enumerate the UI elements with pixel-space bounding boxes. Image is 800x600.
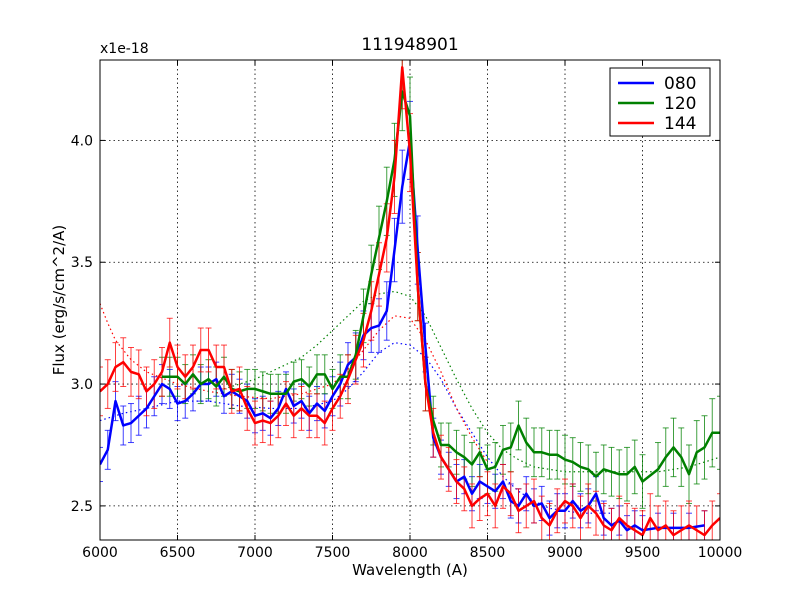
- series-line-080: [100, 139, 705, 532]
- series-line-144: [100, 66, 720, 537]
- error-bar-144: [717, 493, 720, 540]
- y-tick-label: 2.5: [71, 499, 93, 515]
- y-tick-label: 3.0: [71, 377, 93, 393]
- fit-curve-080: [100, 342, 612, 514]
- legend-label: 144: [664, 114, 696, 134]
- error-bar-080: [100, 446, 103, 483]
- x-tick-labels: 6000 6500 7000 7500 8000 8500 9000 9500 10000: [82, 545, 742, 561]
- x-tick-label: 6500: [160, 545, 196, 561]
- y-tick-labels: 2.5 3.0 3.5 4.0: [71, 133, 93, 514]
- error-bar-144: [100, 366, 103, 417]
- legend-label: 080: [664, 74, 696, 94]
- series-line-120: [162, 90, 720, 483]
- y-axis-label: Flux (erg/s/cm^2/A): [50, 225, 68, 376]
- chart-title: 111948901: [361, 35, 458, 55]
- x-tick-label: 9500: [625, 545, 661, 561]
- x-tick-label: 7500: [315, 545, 351, 561]
- x-tick-label: 10000: [698, 545, 743, 561]
- axis-ticks: [99, 60, 721, 540]
- legend-label: 120: [664, 94, 696, 114]
- y-offset-label: x1e-18: [100, 41, 149, 57]
- x-tick-label: 7000: [237, 545, 273, 561]
- y-tick-label: 4.0: [71, 133, 93, 149]
- error-bar-120: [717, 395, 720, 470]
- x-tick-label: 6000: [82, 545, 118, 561]
- x-tick-label: 9000: [547, 545, 583, 561]
- series-lines: [100, 66, 720, 537]
- x-tick-label: 8500: [470, 545, 506, 561]
- x-tick-label: 8000: [392, 545, 428, 561]
- x-axis-label: Wavelength (A): [352, 561, 468, 579]
- y-tick-label: 3.5: [71, 255, 93, 271]
